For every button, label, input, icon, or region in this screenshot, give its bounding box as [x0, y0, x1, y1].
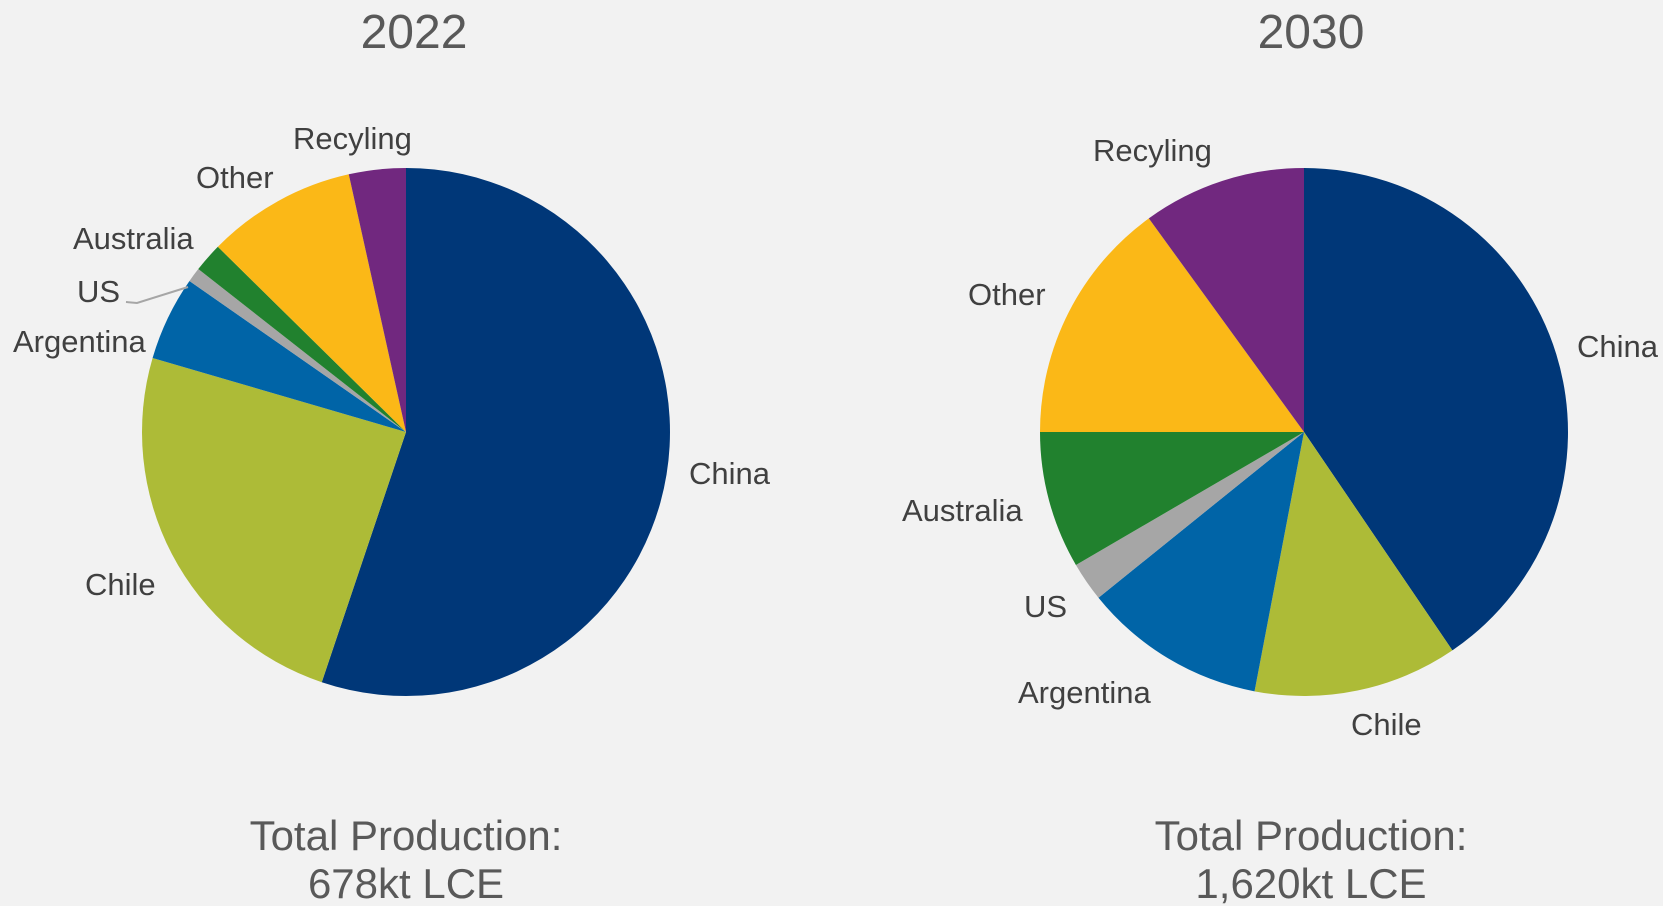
slice-label-argentina-2022: Argentina	[13, 324, 146, 359]
slice-label-us-2022: US	[77, 274, 120, 309]
slice-label-chile-2030: Chile	[1351, 707, 1422, 742]
pie-slices-2022	[142, 167, 670, 696]
pie-chart-2022: 2022 China Chile Argentina US Australia …	[13, 6, 771, 906]
slice-label-argentina-2030: Argentina	[1018, 675, 1151, 710]
total-production-label-2030: Total Production:	[1155, 812, 1468, 859]
pie-slice-chile-2022	[142, 357, 407, 683]
pie-slice-argentina-2030	[1098, 432, 1304, 692]
chart-title-2030: 2030	[1258, 6, 1365, 59]
pie-slice-us-2030	[1075, 432, 1304, 598]
chart-title-2022: 2022	[361, 6, 468, 59]
pie-slice-recyling-2030	[1148, 168, 1304, 432]
slice-label-chile-2022: Chile	[85, 567, 156, 602]
slice-label-us-2030: US	[1024, 589, 1067, 624]
pie-slice-argentina-2022	[152, 280, 406, 432]
pie-chart-2030: 2030 China Chile Argentina US Australia …	[902, 6, 1659, 906]
leader-line-us-2022	[125, 286, 189, 305]
total-production-value-2030: 1,620kt LCE	[1195, 860, 1426, 906]
total-production-label-2022: Total Production:	[250, 812, 563, 859]
slice-label-china-2022: China	[689, 456, 771, 491]
slice-label-australia-2022: Australia	[73, 221, 194, 256]
pie-slice-chile-2030	[1254, 432, 1453, 696]
pie-slice-other-2030	[1040, 218, 1304, 432]
pie-slice-recyling-2022	[348, 167, 406, 432]
pie-slice-us-2022	[189, 269, 406, 432]
slice-label-recyling-2022: Recyling	[293, 121, 412, 156]
pie-slice-china-2022	[321, 168, 670, 696]
pie-slice-other-2022	[217, 174, 406, 432]
slice-label-china-2030: China	[1577, 329, 1659, 364]
pie-slice-china-2030	[1304, 168, 1569, 651]
slice-label-australia-2030: Australia	[902, 493, 1023, 528]
pie-slice-australia-2022	[198, 246, 406, 432]
total-production-value-2022: 678kt LCE	[308, 860, 504, 906]
pie-slice-australia-2030	[1040, 432, 1304, 565]
slice-label-other-2022: Other	[196, 160, 274, 195]
slice-label-other-2030: Other	[968, 277, 1046, 312]
slice-label-recyling-2030: Recyling	[1093, 133, 1212, 168]
pie-slices-2030	[1040, 168, 1569, 696]
